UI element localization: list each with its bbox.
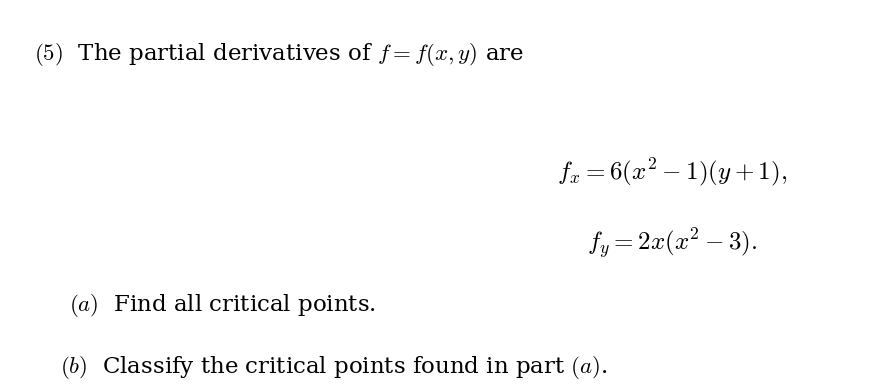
Text: $f_x = 6(x^2 - 1)(y + 1),$: $f_x = 6(x^2 - 1)(y + 1),$: [557, 157, 787, 188]
Text: $(\mathbf{5})$  The partial derivatives of $f = f(x, y)$ are: $(\mathbf{5})$ The partial derivatives o…: [34, 41, 523, 68]
Text: $(b)$  Classify the critical points found in part $(a)$.: $(b)$ Classify the critical points found…: [60, 354, 608, 381]
Text: $f_y = 2x(x^2 - 3).$: $f_y = 2x(x^2 - 3).$: [587, 226, 757, 261]
Text: $(a)$  Find all critical points.: $(a)$ Find all critical points.: [69, 292, 376, 319]
